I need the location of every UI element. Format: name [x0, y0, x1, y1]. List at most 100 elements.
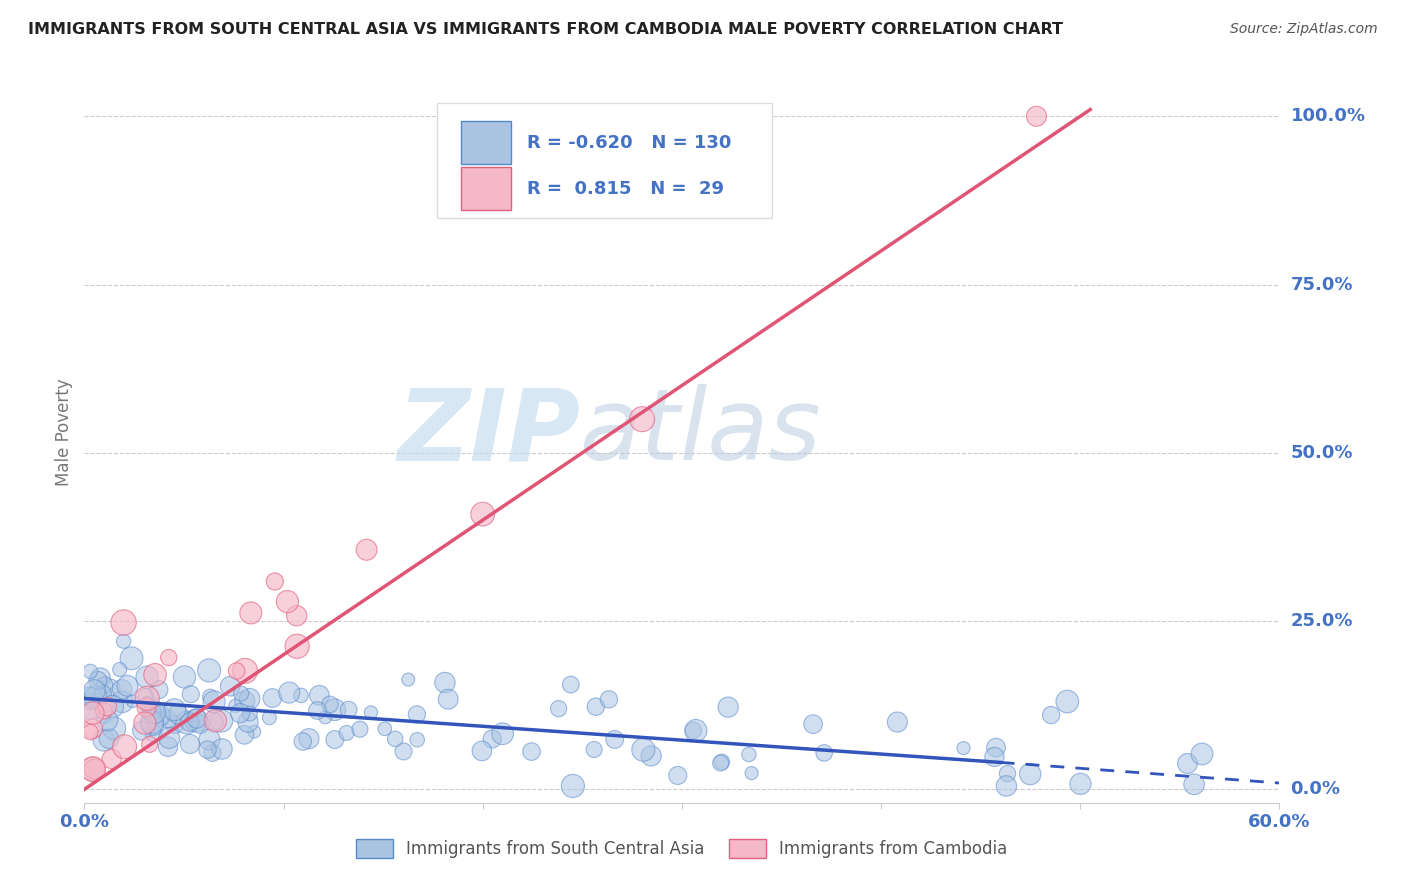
Point	[291, 734, 314, 748]
Point	[114, 739, 136, 754]
Point	[319, 698, 342, 712]
Point	[211, 714, 233, 728]
Point	[307, 704, 329, 718]
Point	[96, 713, 118, 727]
Point	[1025, 109, 1047, 123]
Point	[180, 687, 202, 701]
Point	[229, 706, 252, 720]
Point	[204, 714, 226, 729]
Point	[121, 694, 143, 708]
Point	[82, 722, 104, 736]
Point	[82, 762, 104, 776]
Point	[314, 710, 336, 724]
Point	[560, 677, 582, 691]
Point	[93, 733, 115, 747]
Point	[188, 717, 211, 731]
Point	[233, 664, 256, 678]
Point	[710, 755, 733, 769]
Point	[262, 691, 284, 706]
Point	[259, 711, 281, 725]
Point	[471, 744, 494, 758]
Point	[995, 779, 1018, 793]
Point	[233, 694, 256, 708]
Point	[290, 689, 312, 703]
Point	[79, 691, 101, 706]
Point	[278, 685, 301, 699]
Point	[337, 703, 360, 717]
Point	[148, 682, 170, 697]
Point	[520, 745, 543, 759]
Point	[633, 742, 655, 756]
Point	[219, 679, 242, 693]
Point	[1182, 777, 1205, 791]
Point	[134, 716, 156, 731]
Point	[1070, 777, 1092, 791]
Point	[156, 712, 179, 726]
Point	[285, 640, 308, 654]
Point	[336, 726, 359, 740]
Point	[79, 701, 101, 715]
Text: ZIP: ZIP	[398, 384, 581, 481]
Point	[111, 695, 134, 709]
Point	[233, 728, 256, 742]
Point	[163, 703, 186, 717]
Point	[239, 706, 262, 721]
Point	[143, 667, 166, 681]
Point	[157, 739, 180, 754]
Point	[101, 699, 124, 714]
Point	[349, 722, 371, 736]
Point	[585, 699, 607, 714]
Point	[983, 750, 1005, 764]
Text: Source: ZipAtlas.com: Source: ZipAtlas.com	[1230, 22, 1378, 37]
Point	[547, 701, 569, 715]
Point	[100, 752, 122, 766]
Point	[157, 731, 180, 745]
Point	[198, 664, 221, 678]
Point	[79, 725, 101, 739]
Text: R = -0.620   N = 130: R = -0.620 N = 130	[527, 134, 731, 152]
Point	[143, 705, 166, 719]
Point	[112, 615, 135, 630]
Text: 50.0%: 50.0%	[1291, 444, 1353, 462]
Point	[276, 594, 298, 608]
Point	[433, 675, 456, 690]
Point	[710, 756, 733, 770]
Point	[136, 696, 159, 710]
Point	[682, 723, 704, 738]
Point	[98, 682, 121, 697]
Point	[243, 724, 266, 739]
Point	[406, 732, 429, 747]
Point	[1056, 695, 1078, 709]
Point	[157, 650, 180, 665]
Text: IMMIGRANTS FROM SOUTH CENTRAL ASIA VS IMMIGRANTS FROM CAMBODIA MALE POVERTY CORR: IMMIGRANTS FROM SOUTH CENTRAL ASIA VS IM…	[28, 22, 1063, 37]
Point	[131, 723, 153, 738]
Point	[384, 731, 406, 746]
Point	[176, 715, 198, 730]
Point	[239, 606, 262, 620]
Point	[87, 673, 110, 688]
Text: R =  0.815   N =  29: R = 0.815 N = 29	[527, 179, 724, 197]
Point	[141, 702, 163, 716]
Point	[198, 732, 221, 747]
Point	[285, 608, 308, 623]
Point	[112, 634, 135, 648]
Point	[103, 722, 125, 736]
Point	[738, 747, 761, 762]
Point	[96, 699, 118, 714]
Point	[952, 741, 974, 756]
Point	[813, 746, 835, 760]
Point	[491, 727, 513, 741]
Point	[202, 695, 225, 709]
Point	[186, 712, 208, 726]
Point	[298, 731, 321, 746]
Point	[82, 706, 104, 720]
Point	[179, 715, 201, 730]
Point	[741, 766, 763, 780]
Point	[121, 651, 143, 665]
Point	[308, 688, 330, 702]
Point	[84, 690, 107, 705]
FancyBboxPatch shape	[461, 120, 510, 164]
Point	[323, 732, 346, 747]
Point	[173, 670, 195, 684]
Point	[356, 542, 378, 557]
